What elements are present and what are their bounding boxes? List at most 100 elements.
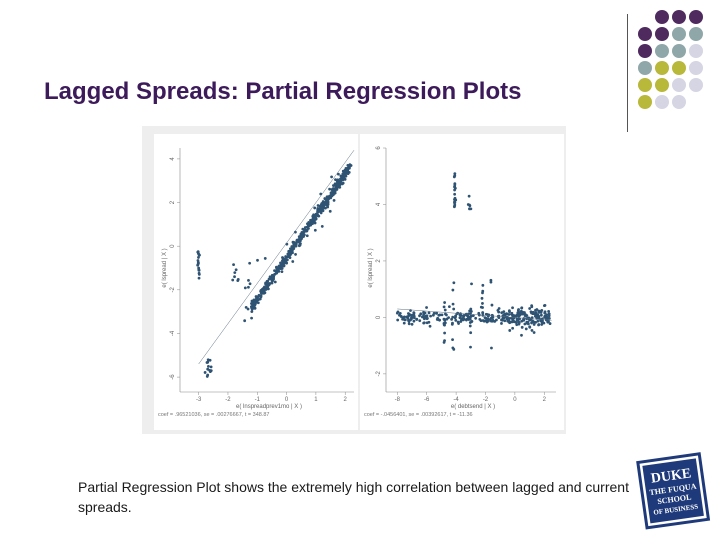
- plot-background: [360, 134, 564, 430]
- scatter-point: [341, 172, 345, 176]
- scatter-point: [264, 282, 267, 286]
- scatter-point: [517, 314, 520, 318]
- scatter-point: [489, 319, 493, 323]
- scatter-point: [334, 178, 337, 182]
- scatter-point: [517, 322, 521, 326]
- decorative-dot-grid: [638, 10, 703, 109]
- scatter-point: [537, 323, 541, 326]
- scatter-point: [465, 313, 469, 317]
- scatter-point: [512, 320, 516, 323]
- decorative-dot: [655, 10, 669, 24]
- scatter-point: [442, 321, 446, 325]
- scatter-point: [299, 242, 302, 246]
- scatter-point: [410, 322, 414, 326]
- x-tick-label: 2: [344, 397, 348, 403]
- scatter-point: [530, 321, 533, 325]
- decorative-dot: [638, 27, 652, 41]
- scatter-point: [273, 269, 276, 273]
- scatter-point: [520, 333, 523, 337]
- scatter-point: [409, 309, 412, 312]
- scatter-point: [443, 301, 447, 304]
- scatter-point: [540, 323, 544, 326]
- scatter-point: [342, 176, 346, 180]
- scatter-point: [443, 339, 446, 343]
- scatter-point: [508, 310, 511, 314]
- scatter-point: [300, 233, 304, 237]
- scatter-point: [510, 311, 514, 315]
- scatter-point: [250, 307, 254, 311]
- scatter-point: [290, 245, 294, 248]
- scatter-point: [481, 291, 484, 295]
- scatter-point: [203, 371, 207, 374]
- scatter-point: [243, 319, 247, 323]
- scatter-point: [300, 231, 304, 234]
- scatter-point: [539, 319, 542, 322]
- scatter-point: [233, 271, 237, 275]
- scatter-point: [331, 187, 335, 190]
- scatter-point: [401, 317, 404, 321]
- scatter-point: [303, 226, 307, 229]
- scatter-point: [443, 331, 447, 335]
- scatter-point: [300, 237, 303, 241]
- y-tick-label: 2: [376, 259, 382, 263]
- scatter-point: [442, 317, 446, 321]
- scatter-point: [254, 295, 258, 298]
- scatter-point: [453, 172, 457, 176]
- scatter-point: [509, 320, 513, 324]
- scatter-point: [457, 322, 460, 325]
- x-tick-label: -3: [196, 397, 202, 403]
- scatter-point: [307, 221, 311, 224]
- scatter-point: [447, 316, 450, 320]
- scatter-point: [256, 258, 259, 262]
- scatter-point: [468, 204, 472, 208]
- scatter-point: [338, 185, 342, 189]
- scatter-point: [267, 282, 270, 286]
- scatter-point: [407, 312, 410, 315]
- scatter-point: [481, 311, 485, 315]
- scatter-point: [321, 200, 325, 203]
- scatter-point: [319, 203, 323, 207]
- scatter-point: [396, 310, 400, 314]
- scatter-point: [259, 289, 263, 293]
- scatter-point: [396, 318, 400, 322]
- scatter-point: [284, 257, 288, 261]
- scatter-point: [338, 181, 341, 184]
- scatter-point: [547, 312, 551, 316]
- scatter-point: [546, 316, 550, 320]
- scatter-point: [429, 314, 433, 318]
- x-tick-label: 0: [513, 397, 517, 403]
- scatter-point: [313, 206, 317, 210]
- scatter-point: [330, 175, 333, 179]
- scatter-point: [453, 201, 457, 205]
- partial-regression-plot: -6 -4 -2 0 2 4 -3 -2 -1 0 1 2 e( lspread | X ) e( lns…: [154, 134, 358, 430]
- scatter-point: [490, 313, 494, 317]
- scatter-point: [462, 315, 465, 319]
- scatter-point: [410, 316, 413, 320]
- scatter-point: [246, 307, 250, 311]
- scatter-point: [339, 177, 342, 181]
- fitted-line: [198, 150, 355, 365]
- scatter-point: [442, 305, 446, 309]
- scatter-point: [452, 281, 456, 285]
- x-axis-label: e( lnspreadprev1mo | X ): [236, 404, 302, 410]
- scatter-point: [528, 307, 532, 310]
- scatter-point: [253, 306, 257, 310]
- scatter-point: [532, 323, 536, 326]
- scatter-point: [247, 278, 250, 282]
- scatter-point: [508, 316, 511, 320]
- scatter-point: [500, 322, 503, 325]
- scatter-point: [270, 281, 274, 285]
- decorative-dot: [689, 78, 703, 92]
- scatter-point: [248, 261, 252, 265]
- scatter-point: [248, 282, 252, 286]
- decorative-dot: [672, 95, 686, 109]
- scatter-point: [263, 257, 267, 260]
- scatter-point: [453, 192, 457, 196]
- scatter-point: [459, 318, 463, 322]
- scatter-point: [257, 293, 261, 297]
- scatter-point: [197, 271, 201, 275]
- scatter-point: [283, 261, 287, 265]
- scatter-point: [321, 206, 325, 210]
- scatter-point: [452, 347, 456, 351]
